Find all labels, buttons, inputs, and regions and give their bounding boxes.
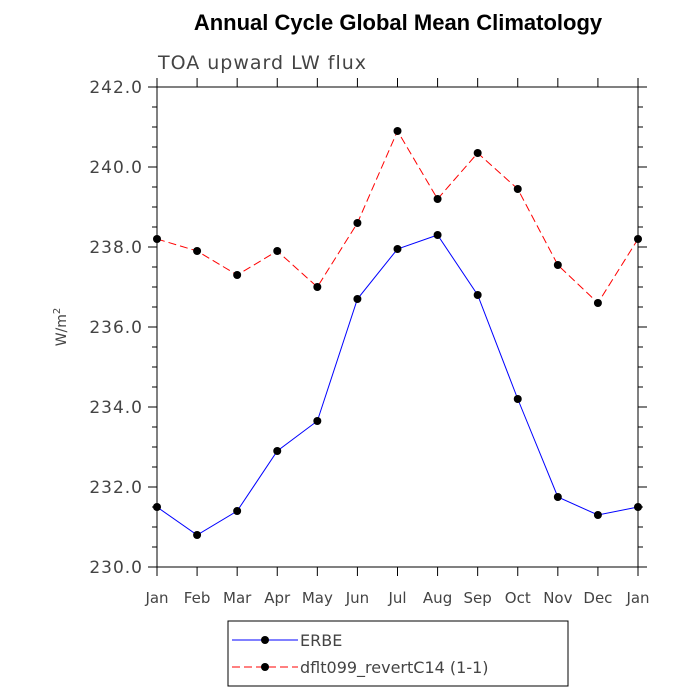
- series-1-point: [273, 247, 282, 255]
- x-tick-label: Jul: [387, 589, 406, 607]
- series-1-point: [433, 195, 442, 203]
- legend: ERBE dflt099_revertC14 (1-1): [227, 620, 569, 687]
- legend-label-1: dflt099_revertC14 (1-1): [300, 658, 489, 678]
- series-0-point: [473, 291, 482, 299]
- x-tick-label: Dec: [583, 589, 612, 607]
- series-1-point: [473, 149, 482, 157]
- series-line-1: [156, 129, 639, 304]
- series-1-point: [553, 261, 562, 269]
- series-1-point: [393, 127, 402, 135]
- x-tick-label: Apr: [264, 589, 291, 607]
- series-0-point: [233, 507, 242, 515]
- series-1-point: [233, 271, 242, 279]
- y-axis-label-superscript: 2: [52, 308, 63, 314]
- x-tick-label: Sep: [464, 589, 492, 607]
- series-0-point: [393, 245, 402, 253]
- x-tick-label: Oct: [505, 589, 531, 607]
- series-0-point: [513, 395, 522, 403]
- x-tick-label: Jun: [345, 589, 369, 607]
- series-1-point: [593, 299, 602, 307]
- x-tick-label: Feb: [184, 589, 211, 607]
- series-0-point: [353, 295, 362, 303]
- y-tick-label: 232.0: [89, 478, 143, 498]
- chart-subtitle: TOA upward LW flux: [157, 52, 367, 74]
- series-line-0: [156, 234, 639, 536]
- series-1-point: [634, 235, 642, 243]
- x-tick-label: Jan: [625, 589, 649, 607]
- y-tick-label: 240.0: [89, 158, 143, 178]
- legend-box: [227, 620, 569, 687]
- chart-title: Annual Cycle Global Mean Climatology: [194, 10, 603, 35]
- series-0-point: [433, 231, 442, 239]
- series-0-point: [273, 447, 282, 455]
- series-1-point: [313, 283, 322, 291]
- y-tick-label: 242.0: [89, 78, 143, 98]
- legend-marker-1: [261, 663, 269, 671]
- y-axis-label: W/m2: [52, 308, 70, 347]
- series-1-point: [513, 185, 522, 193]
- x-axis-ticks: Jan Feb Mar Apr May Jun Jul Aug Sep Oct Nov Dec Jan: [144, 78, 650, 607]
- series-0-point: [313, 417, 322, 425]
- y-tick-label: 234.0: [89, 398, 143, 418]
- x-tick-label: Mar: [223, 589, 252, 607]
- plot-area-frame: [156, 86, 639, 568]
- x-tick-label: Nov: [543, 589, 572, 607]
- x-tick-label: Aug: [423, 589, 452, 607]
- series-0-point: [153, 503, 161, 511]
- series-0-point: [634, 503, 642, 511]
- series-layer: [153, 127, 642, 539]
- x-tick-label: Jan: [144, 589, 168, 607]
- y-tick-label: 238.0: [89, 238, 143, 258]
- y-axis-ticks: 230.0 232.0 234.0 236.0 238.0 240.0 242.0: [89, 78, 647, 578]
- series-1-point: [193, 247, 202, 255]
- series-0-point: [553, 493, 562, 501]
- y-tick-label: 236.0: [89, 318, 143, 338]
- series-0-point: [593, 511, 602, 519]
- series-0-point: [193, 531, 202, 539]
- series-1-point: [153, 235, 161, 243]
- legend-label-0: ERBE: [300, 631, 342, 650]
- y-tick-label: 230.0: [89, 558, 143, 578]
- y-axis-label-base: W/m: [54, 314, 70, 346]
- legend-marker-0: [261, 636, 269, 644]
- x-tick-label: May: [302, 589, 333, 607]
- series-1-point: [353, 219, 362, 227]
